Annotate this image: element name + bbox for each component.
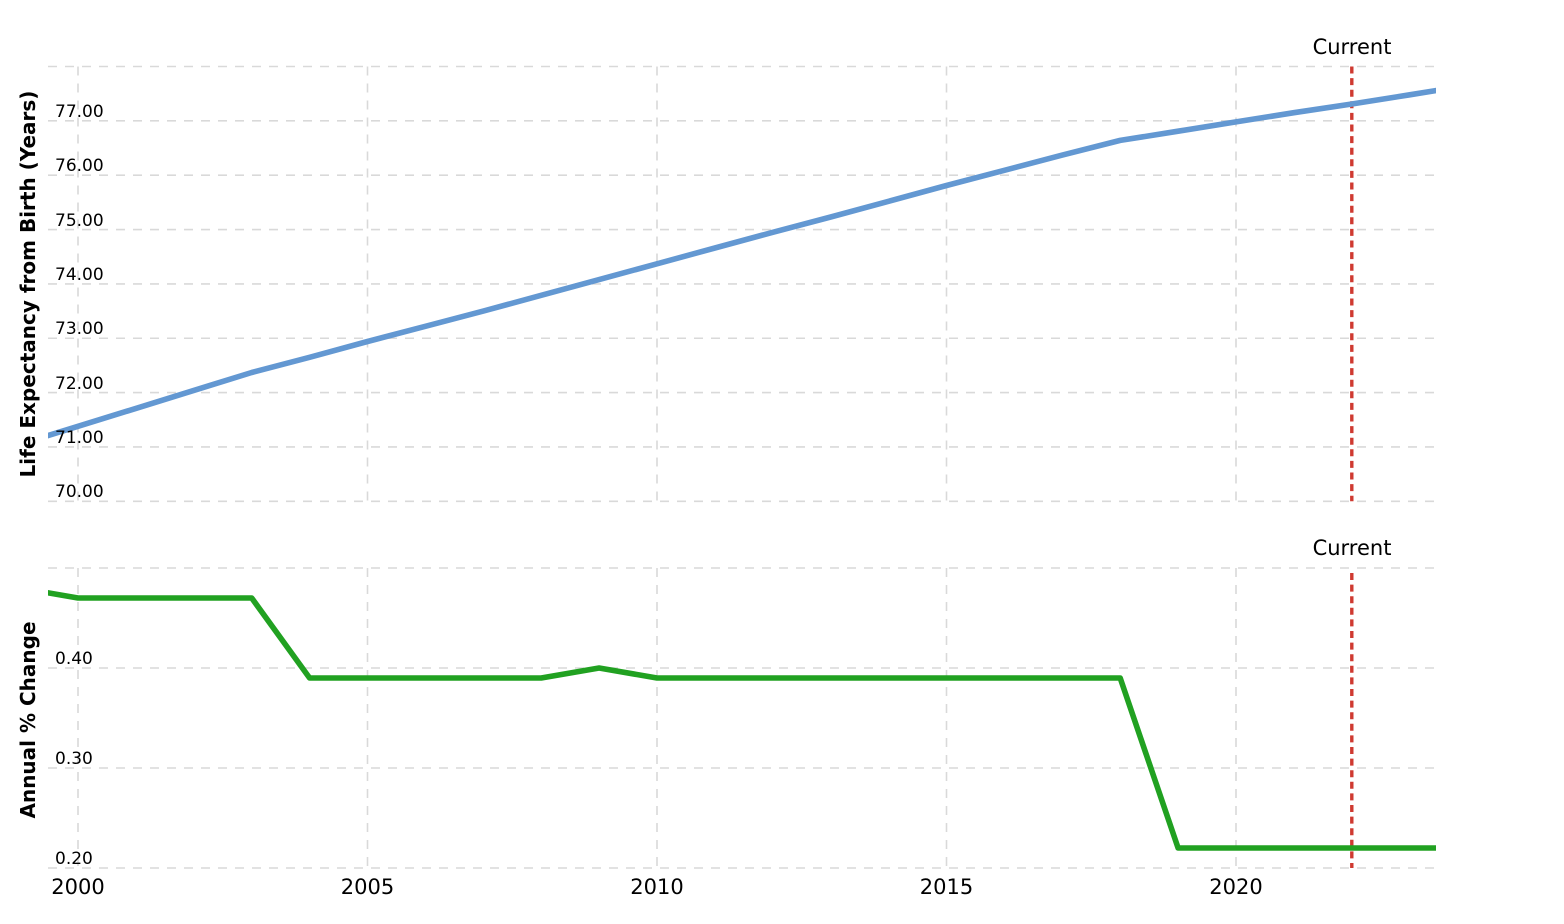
annual-percent-change-series-line <box>48 589 1436 851</box>
y-tick-label: 70.00 <box>55 482 104 503</box>
y-tick-label: 73.00 <box>55 319 104 340</box>
y-tick-label: 76.00 <box>55 156 104 177</box>
y-tick-label: 0.30 <box>55 749 93 769</box>
x-tick-label: 2010 <box>630 875 684 899</box>
x-tick-label: 2020 <box>1209 875 1263 899</box>
life-expectancy-series-line <box>48 87 1436 439</box>
y-tick-label: 0.40 <box>55 649 93 669</box>
y-tick-label: 71.00 <box>55 427 104 448</box>
bottom-y-axis-title: Annual % Change <box>16 621 40 819</box>
y-tick-label: 75.00 <box>55 210 104 231</box>
current-marker-label-bottom: Current <box>1312 536 1392 560</box>
x-tick-label: 2005 <box>340 875 395 899</box>
annual-percent-change-panel <box>48 567 1436 869</box>
y-tick-label: 74.00 <box>55 264 104 285</box>
y-tick-label: 72.00 <box>55 373 104 394</box>
x-tick-label: 2015 <box>919 875 974 899</box>
current-marker-label-top: Current <box>1312 35 1392 59</box>
y-tick-label: 77.00 <box>55 101 104 122</box>
y-tick-label: 0.20 <box>55 849 93 869</box>
top-y-axis-title: Life Expectancy from Birth (Years) <box>16 90 40 478</box>
life-expectancy-panel <box>48 65 1436 503</box>
x-tick-label: 2000 <box>51 875 105 899</box>
